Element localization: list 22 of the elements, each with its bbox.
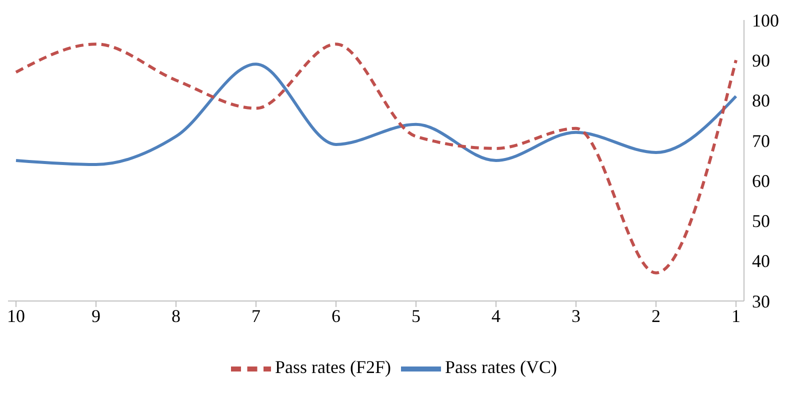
x-tick-label: 10 [7,306,25,326]
y-tick-label: 70 [752,130,770,151]
line-series [14,62,738,166]
y-tick-label: 90 [752,50,770,71]
x-tick-label: 2 [652,306,660,326]
y-tick-label: 30 [752,291,770,312]
x-tick-label: 5 [412,306,420,326]
y-tick-label: 80 [752,90,770,111]
legend-label: Pass rates (F2F) [275,357,391,378]
x-tick-label: 3 [572,306,580,326]
x-tick-label: 9 [92,306,100,326]
y-tick-label: 100 [752,10,779,30]
x-tick-label: 1 [732,306,740,326]
y-tick-label: 50 [752,211,770,232]
x-tick-label: 6 [332,306,340,326]
x-tick-label: 7 [252,306,260,326]
y-tick-label: 40 [752,251,770,272]
x-tick-label: 4 [492,306,500,326]
legend-label: Pass rates (VC) [445,357,557,378]
x-tick-label: 8 [172,306,180,326]
line-series [14,42,738,274]
y-tick-label: 60 [752,170,770,191]
